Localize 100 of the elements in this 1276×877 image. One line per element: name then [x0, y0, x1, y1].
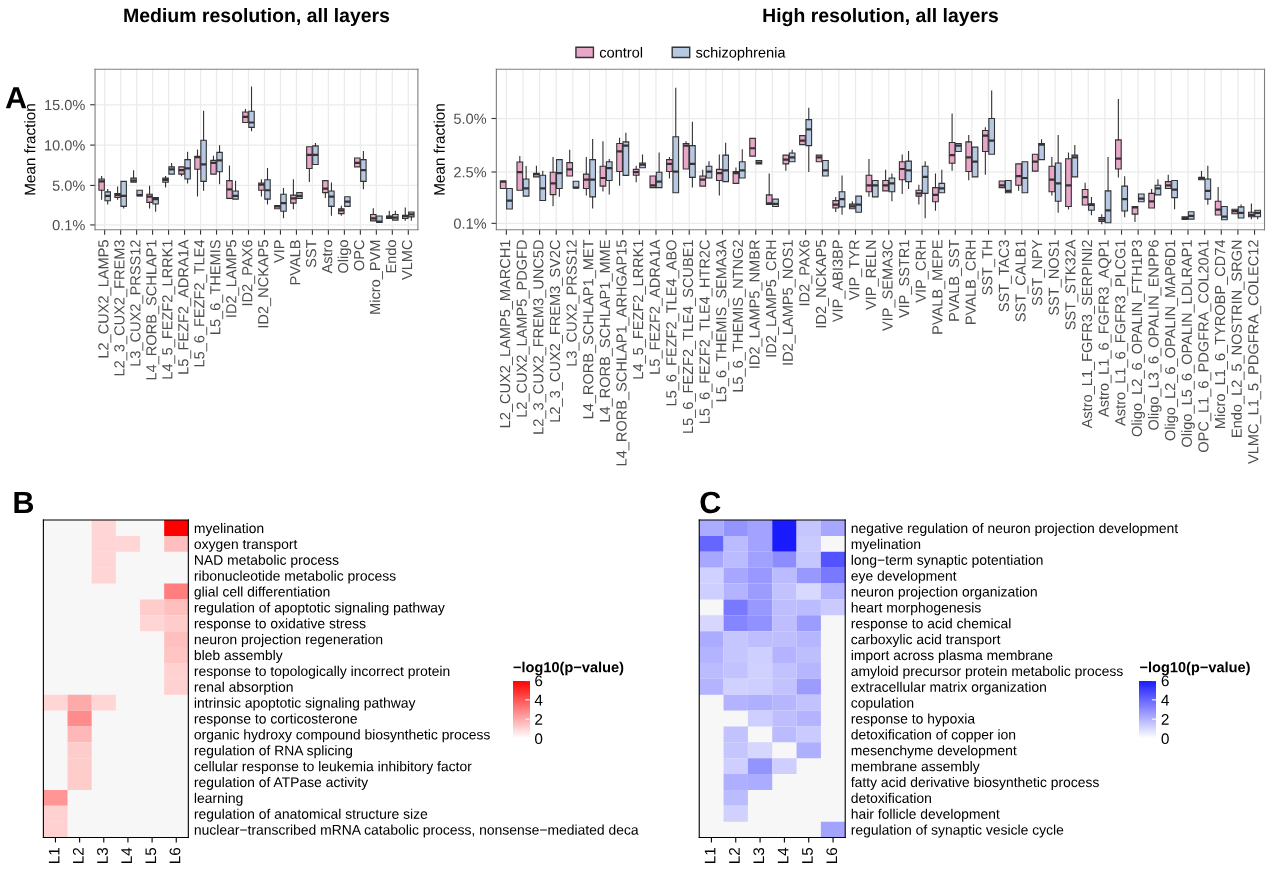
x-tick-label: L4_5_FEZF2_LRRK1 — [162, 240, 176, 379]
y-tick-label: detoxification of copper ion — [851, 729, 1016, 743]
y-tick-label: bleb assembly — [194, 649, 283, 663]
x-tick-label: L4 — [777, 847, 789, 863]
color-bar-title: −log10(p−value) — [513, 661, 624, 676]
color-bar-label: 4 — [1161, 694, 1169, 706]
x-tick-label: L2_CUX2_LAMP5 — [98, 240, 112, 358]
x-tick-label: L6 — [169, 847, 181, 863]
x-tick-label: L2 — [729, 848, 740, 863]
x-tick-label: L4_RORB_SCHLAP1 — [146, 240, 160, 380]
color-bar-label: 2 — [535, 714, 543, 725]
y-tick-label: 15.0% — [45, 99, 85, 111]
x-tick-label: L5_6_THEMIS_SEMA3A — [716, 239, 730, 402]
x-tick-label: L4 — [121, 847, 132, 863]
color-bar-label: 2 — [1161, 714, 1169, 725]
x-tick-label: ID2_LAMP5_NOS1 — [782, 240, 796, 365]
x-tick-label: SST_TAC3 — [998, 240, 1012, 312]
y-tick-label: response to corticosterone — [194, 713, 357, 727]
y-tick-label: 5.0% — [453, 113, 487, 124]
legend-label: schizophrenia — [695, 46, 786, 61]
x-tick-label: Micro_L1_6_TYROBP_CD74 — [1214, 239, 1228, 428]
x-tick-label: L4_5_FEZF2_LRRK1 — [632, 240, 647, 379]
y-tick-label: regulation of apoptotic signaling pathway — [194, 602, 445, 616]
y-tick-label: oxygen transport — [194, 539, 298, 552]
y-tick-label: NAD metabolic process — [195, 554, 339, 568]
x-tick-label: L3_CUX2_PRSS12 — [130, 240, 144, 366]
chart-title: Medium resolution, all layers — [124, 7, 390, 27]
y-tick-label: regulation of ATPase activity — [194, 776, 369, 790]
y-tick-label: response to acid chemical — [851, 618, 1011, 632]
x-tick-label: L5 — [145, 847, 157, 863]
x-tick-label: ID2_LAMP5 — [226, 240, 240, 317]
x-tick-label: PVALB — [290, 240, 301, 285]
y-tick-label: heart morphogenesis — [851, 602, 981, 616]
y-tick-label: regulation of anatomical structure size — [194, 808, 428, 822]
x-tick-label: Astro_L1_6_FGFR3_AQP1 — [1098, 240, 1112, 417]
x-tick-label: L5_6_FEZF2_TLE4_HTR2C — [699, 240, 713, 424]
y-tick-label: regulation of RNA splicing — [194, 745, 353, 759]
y-tick-label: glial cell differentiation — [194, 586, 330, 600]
x-tick-label: L1 — [704, 848, 716, 863]
x-tick-label: L2_CUX2_LAMP5_MARCH1 — [499, 240, 514, 428]
x-tick-label: SST — [306, 239, 317, 268]
x-tick-label: Astro — [322, 240, 333, 274]
x-tick-label: L5_6_FEZF2_TLE4 — [194, 239, 208, 367]
y-tick-label: response to oxidative stress — [194, 618, 366, 632]
x-tick-label: L2_CUX2_LAMP5_PDGFD — [516, 240, 530, 417]
y-tick-label: eye development — [851, 570, 957, 584]
y-tick-label: copulation — [851, 697, 914, 711]
x-tick-label: L5 — [802, 847, 813, 863]
color-bar-title: −log10(p−value) — [1140, 661, 1250, 676]
chart-title: High resolution, all layers — [763, 7, 998, 27]
y-tick-label: response to topologically incorrect protein — [194, 665, 450, 679]
x-tick-label: Oligo_L2_6_OPALIN_MAP6D1 — [1164, 240, 1179, 441]
x-tick-label: L4_RORB_SCHLAP1_MME — [599, 240, 613, 422]
x-tick-label: L5_FEZF2_ADRA1A — [178, 239, 192, 374]
y-tick-label: learning — [194, 792, 243, 806]
x-tick-label: Micro_PVM — [369, 240, 384, 314]
y-axis-title: Mean fraction — [24, 104, 36, 195]
x-tick-label: Astro_L1_6_FGFR3_PLCG1 — [1115, 240, 1129, 426]
x-tick-label: ID2_PAX6 — [799, 240, 813, 306]
x-tick-label: L5_6_FEZF2_TLE4_ABO — [666, 240, 680, 406]
y-tick-label: nuclear−transcribed mRNA catabolic process, nonsense−mediated deca — [194, 824, 639, 838]
x-tick-label: L2_3_CUX2_FREM3_SV2C — [549, 240, 563, 422]
x-tick-label: Astro_L1_FGFR3_SERPINI2 — [1081, 240, 1095, 429]
x-tick-label: L5_6_THEMIS — [210, 240, 224, 334]
x-tick-label: SST_CALB1 — [1015, 240, 1029, 322]
x-tick-label: Oligo_L5_6_OPALIN_LDLRAP1 — [1181, 240, 1195, 447]
y-tick-label: cellular response to leukemia inhibitory factor — [194, 761, 472, 775]
text: C — [700, 491, 721, 514]
color-bar-label: 0 — [535, 733, 543, 745]
y-tick-label: import across plasma membrane — [851, 649, 1053, 663]
x-tick-label: VIP_RELN — [865, 240, 879, 310]
y-tick-label: ribonucleotide metabolic process — [194, 570, 396, 584]
x-tick-label: L3_CUX2_PRSS12 — [566, 240, 580, 366]
x-tick-label: VLMC — [401, 240, 413, 280]
x-tick-label: SST_STK32A — [1065, 239, 1079, 330]
x-tick-label: VIP_SSTR1 — [898, 240, 913, 319]
text: A — [5, 87, 27, 109]
x-tick-label: VIP_TYR — [849, 240, 863, 301]
x-tick-label: SST_TH — [982, 240, 996, 295]
y-tick-label: membrane assembly — [851, 761, 980, 775]
y-tick-label: neuron projection organization — [851, 586, 1037, 600]
y-tick-label: detoxification — [851, 792, 931, 804]
y-tick-label: extracellular matrix organization — [851, 681, 1046, 695]
y-tick-label: negative regulation of neuron projection development — [851, 522, 1179, 536]
x-tick-label: VIP_ABI3BP — [832, 240, 846, 323]
x-tick-label: VIP_CRH — [915, 240, 929, 303]
y-axis-title: Mean fraction — [433, 104, 445, 195]
y-tick-label: carboxylic acid transport — [851, 634, 1001, 648]
x-tick-label: ID2_LAMP5_NMBR — [749, 240, 763, 368]
y-tick-label: response to hypoxia — [851, 713, 976, 727]
y-tick-label: amyloid precursor protein metabolic process — [851, 665, 1123, 679]
x-tick-label: SST_NPY — [1031, 239, 1046, 306]
y-tick-label: mesenchyme development — [851, 745, 1017, 759]
x-tick-label: Oligo — [337, 240, 352, 273]
y-tick-label: organic hydroxy compound biosynthetic process — [194, 729, 490, 743]
x-tick-label: Endo — [385, 240, 397, 273]
y-tick-label: 0.1% — [453, 218, 487, 229]
color-bar-label: 6 — [1161, 675, 1169, 687]
text: B — [14, 491, 34, 513]
y-tick-label: 5.0% — [52, 180, 85, 191]
